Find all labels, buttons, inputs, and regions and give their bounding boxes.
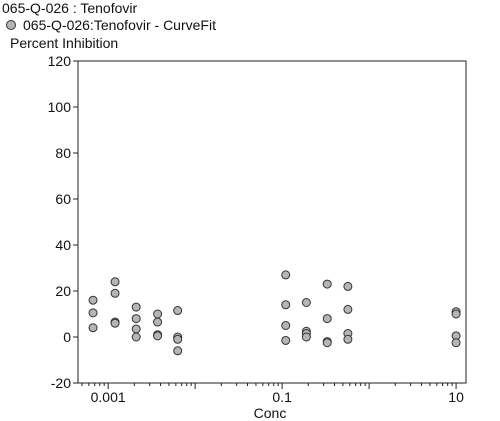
- y-tick-label: 40: [55, 237, 71, 253]
- legend-label: 065-Q-026:Tenofovir - CurveFit: [23, 17, 216, 33]
- chart-title: 065-Q-026 : Tenofovir: [2, 0, 138, 16]
- data-point: [88, 308, 98, 318]
- x-tick-label: 10: [448, 389, 464, 405]
- data-point: [343, 304, 353, 314]
- legend: 065-Q-026:Tenofovir - CurveFit: [2, 17, 216, 33]
- data-point: [88, 323, 98, 333]
- y-tick-label: 20: [55, 283, 71, 299]
- data-point: [322, 279, 332, 289]
- x-tick-label: 0.1: [272, 389, 292, 405]
- data-point: [451, 338, 461, 348]
- x-axis-label: Conc: [254, 405, 287, 421]
- data-point: [322, 314, 332, 324]
- data-point: [153, 309, 163, 319]
- data-point: [110, 277, 120, 287]
- data-point: [131, 314, 141, 324]
- data-point: [281, 335, 291, 345]
- x-tick-label: 0.001: [91, 389, 126, 405]
- y-tick-label: 120: [48, 53, 72, 69]
- data-point: [110, 318, 120, 328]
- data-point: [131, 324, 141, 334]
- data-point: [343, 281, 353, 291]
- data-point: [173, 334, 183, 344]
- plot-frame: [77, 60, 467, 384]
- data-point: [301, 332, 311, 342]
- data-point: [301, 298, 311, 307]
- data-point: [322, 338, 332, 348]
- data-point: [173, 306, 183, 316]
- y-tick-label: 80: [55, 145, 71, 161]
- data-points: [88, 270, 461, 356]
- axes: -20 0 20 40 60 80 100 120 0.001 0.1 10: [48, 53, 467, 405]
- data-point: [131, 332, 141, 342]
- y-tick-label: 100: [48, 99, 72, 115]
- data-point: [110, 288, 120, 298]
- legend-marker-icon: [6, 20, 16, 30]
- y-tick-label: 60: [55, 191, 71, 207]
- data-point: [281, 300, 291, 310]
- data-point: [451, 309, 461, 319]
- y-tick-label: -20: [51, 375, 71, 391]
- data-point: [281, 270, 291, 280]
- data-point: [131, 302, 141, 312]
- data-point: [343, 334, 353, 344]
- y-tick-label: 0: [63, 329, 71, 345]
- y-axis-label: Percent Inhibition: [10, 35, 119, 51]
- data-point: [173, 346, 183, 356]
- data-point: [153, 317, 163, 327]
- data-point: [281, 321, 291, 330]
- data-point: [88, 295, 98, 305]
- data-point: [153, 331, 163, 341]
